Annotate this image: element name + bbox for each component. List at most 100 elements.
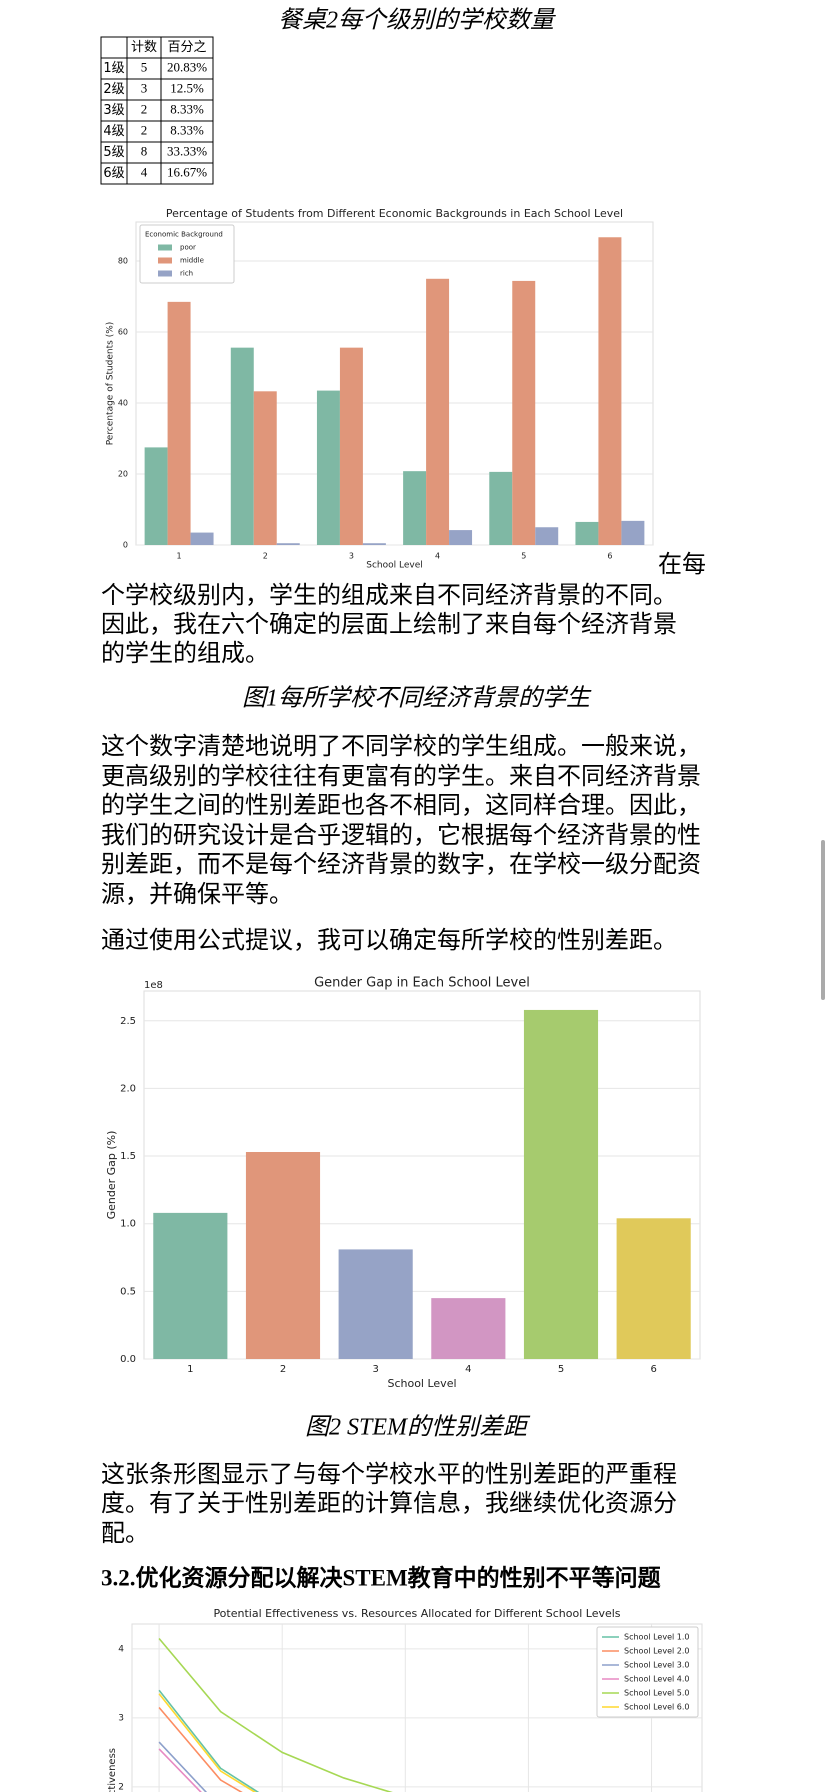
bar: [431, 1298, 506, 1359]
y-tick-label: 2: [118, 1782, 124, 1792]
legend-label: School Level 6.0: [624, 1703, 689, 1712]
bar: [339, 347, 363, 545]
paragraph-line: 这个数字清楚地说明了不同学校的学生组成。一般来说，: [101, 732, 701, 760]
x-tick-label: 6: [650, 1364, 656, 1375]
legend-title: Economic Background: [145, 231, 223, 239]
table-cell-text: 2: [141, 122, 148, 137]
legend-label: middle: [180, 257, 204, 265]
paragraph-line: 这张条形图显示了与每个学校水平的性别差距的严重程: [101, 1460, 677, 1488]
figure-caption: 图2 STEM的性别差距: [305, 1414, 531, 1441]
table-corner-cell: [100, 36, 128, 59]
table-cell-text: 5: [141, 59, 148, 74]
x-tick-label: 3: [349, 552, 354, 561]
x-tick-label: 6: [607, 552, 612, 561]
bar: [621, 520, 645, 545]
x-tick-label: 1: [187, 1364, 193, 1375]
chart-title: Percentage of Students from Different Ec…: [166, 207, 623, 220]
paragraph-line: 别差距，而不是每个经济背景的数字，在学校一级分配资: [101, 850, 701, 878]
table-header: 计数: [131, 40, 157, 55]
y-tick-label: 20: [118, 470, 128, 479]
x-tick-label: 4: [465, 1364, 471, 1375]
bar: [190, 532, 214, 545]
bar: [426, 278, 450, 545]
line: [158, 1707, 243, 1792]
legend-label: rich: [180, 270, 193, 278]
paragraph-line: 在每: [658, 550, 706, 578]
axis-offset-label: 1e8: [144, 980, 163, 991]
table-cell-text: 6级: [103, 166, 124, 181]
table-cell-text: 2级: [103, 82, 124, 97]
legend-box: [596, 1626, 699, 1718]
bar: [489, 471, 513, 545]
bar: [167, 301, 191, 545]
paragraph-line: 源，并确保平等。: [101, 880, 293, 908]
paragraph-line: 度。有了关于性别差距的计算信息，我继续优化资源分: [101, 1489, 677, 1517]
y-tick-label: 4: [118, 1644, 124, 1654]
line: [158, 1693, 257, 1792]
figure-caption: 图1每所学校不同经济背景的学生: [242, 685, 592, 712]
plot-area: [143, 990, 701, 1360]
bar: [403, 471, 427, 545]
y-axis-label: Potential Effectiveness: [107, 1748, 118, 1792]
x-axis-label: School Level: [387, 1377, 456, 1390]
line: [158, 1637, 393, 1792]
legend-label: School Level 5.0: [624, 1689, 689, 1698]
table-title: 餐桌2每个级别的学校数量: [278, 7, 556, 34]
table-cell-text: 3: [141, 80, 148, 95]
x-tick-label: 2: [280, 1364, 286, 1375]
chart-title: Gender Gap in Each School Level: [314, 976, 530, 991]
y-tick-label: 0.0: [120, 1354, 136, 1365]
x-tick-label: 5: [558, 1364, 564, 1375]
y-axis-label: Percentage of Students (%): [106, 322, 116, 446]
bar: [230, 347, 254, 545]
y-tick-label: 2.0: [120, 1083, 136, 1094]
table-cell-text: 4: [141, 164, 148, 179]
table-cell-text: 8: [141, 143, 148, 158]
bar: [523, 1009, 599, 1359]
x-tick-label: 3: [372, 1364, 378, 1375]
paragraph-line: 配。: [101, 1519, 149, 1547]
x-tick-label: 2: [263, 552, 268, 561]
legend-swatch: [158, 257, 172, 264]
bar: [253, 391, 277, 545]
x-tick-label: 1: [177, 552, 182, 561]
paragraph-line: 的学生之间的性别差距也各不相同，这同样合理。因此，: [101, 791, 701, 819]
bar: [316, 390, 340, 545]
bar: [598, 237, 622, 545]
y-tick-label: 60: [118, 328, 128, 337]
table-cell-text: 2: [141, 101, 148, 116]
bar: [144, 447, 168, 545]
bar: [245, 1152, 321, 1359]
table-cell-text: 12.5%: [170, 80, 204, 95]
bar: [276, 543, 300, 545]
y-tick-label: 3: [118, 1713, 124, 1723]
legend-box: [139, 224, 235, 284]
paragraph-line: 的学生的组成。: [101, 639, 269, 667]
line: [158, 1689, 260, 1792]
paragraph-line: 我们的研究设计是合乎逻辑的，它根据每个经济背景的性: [101, 821, 701, 849]
section-heading: 3.2.优化资源分配以解决STEM教育中的性别不平等问题: [101, 1564, 661, 1590]
table-cell-text: 5级: [103, 145, 124, 160]
chart-title: Potential Effectiveness vs. Resources Al…: [213, 1607, 620, 1620]
bar: [512, 280, 536, 545]
bar: [616, 1218, 691, 1359]
table-cell-text: 8.33%: [170, 101, 204, 116]
legend-label: School Level 2.0: [624, 1647, 689, 1656]
legend-label: School Level 3.0: [624, 1661, 689, 1670]
table-header: 百分之: [167, 40, 206, 55]
y-tick-label: 40: [118, 399, 128, 408]
paragraph: 通过使用公式提议，我可以确定每所学校的性别差距。: [101, 926, 677, 954]
bar: [362, 543, 386, 545]
legend-label: poor: [180, 244, 196, 252]
bar: [449, 530, 473, 545]
table-cell-text: 33.33%: [167, 143, 207, 158]
y-tick-label: 2.5: [120, 1016, 136, 1027]
y-tick-label: 1.5: [120, 1151, 136, 1162]
bar: [153, 1212, 228, 1359]
paragraph-line: 因此，我在六个确定的层面上绘制了来自每个经济背景: [101, 610, 677, 638]
bar: [575, 521, 599, 545]
paragraph-line: 更高级别的学校往往有更富有的学生。来自不同经济背景: [101, 762, 701, 790]
legend-label: School Level 1.0: [624, 1633, 689, 1642]
